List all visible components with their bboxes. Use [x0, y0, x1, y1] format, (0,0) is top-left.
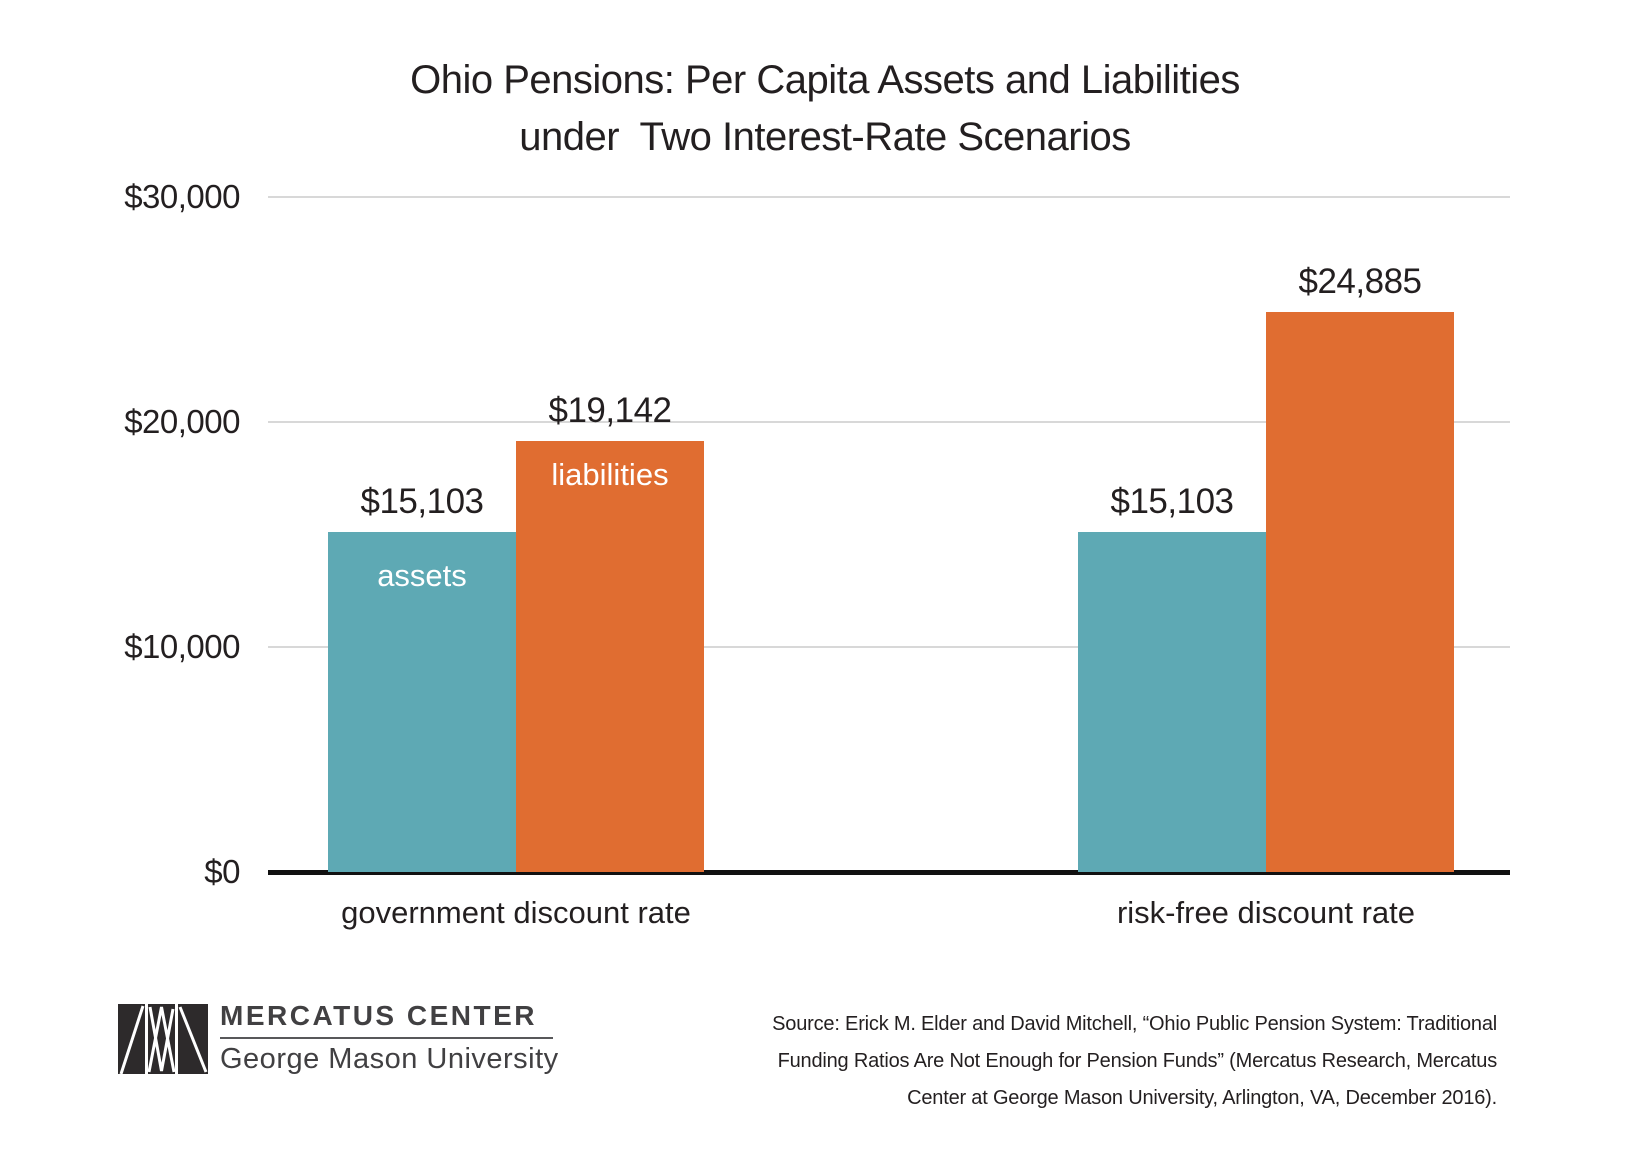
bar-value-label: $24,885 — [1298, 262, 1422, 301]
x-axis-line — [268, 870, 1510, 875]
source-citation: Source: Erick M. Elder and David Mitchel… — [737, 1006, 1497, 1117]
logo-divider — [220, 1037, 553, 1039]
gridline-10000 — [268, 646, 1510, 648]
bar-liabilities — [1266, 312, 1454, 872]
chart-title-line-1: Ohio Pensions: Per Capita Assets and Lia… — [410, 58, 1240, 102]
y-axis-tick-label: $10,000 — [124, 628, 240, 665]
gridline-20000 — [268, 421, 1510, 423]
bar-series-label-assets: assets — [377, 558, 467, 593]
bar-assets — [328, 532, 516, 872]
mercatus-triangles-icon — [118, 1004, 208, 1074]
bar-assets — [1078, 532, 1266, 872]
y-axis-tick-label: $0 — [204, 853, 240, 890]
y-axis-tick-label: $30,000 — [124, 178, 240, 215]
mercatus-logo: MERCATUS CENTER George Mason University — [118, 1000, 588, 1080]
gridline-30000 — [268, 196, 1510, 198]
bar-value-label: $15,103 — [360, 482, 484, 521]
bar-series-label-liabilities: liabilities — [551, 457, 669, 492]
y-axis-tick-label: $20,000 — [124, 403, 240, 440]
bar-liabilities — [516, 441, 704, 872]
bar-value-label: $15,103 — [1110, 482, 1234, 521]
chart-title-line-2: under Two Interest-Rate Scenarios — [519, 115, 1131, 159]
chart-title: Ohio Pensions: Per Capita Assets and Lia… — [0, 52, 1650, 166]
bar-value-label: $19,142 — [548, 391, 672, 430]
source-line: Center at George Mason University, Arlin… — [907, 1087, 1497, 1109]
logo-org-name: MERCATUS CENTER — [220, 1000, 537, 1031]
x-axis-category-label: government discount rate — [341, 895, 691, 930]
source-line: Source: Erick M. Elder and David Mitchel… — [772, 1013, 1497, 1035]
source-line: Funding Ratios Are Not Enough for Pensio… — [777, 1050, 1498, 1072]
x-axis-category-label: risk-free discount rate — [1116, 895, 1416, 930]
logo-university-name: George Mason University — [220, 1043, 559, 1075]
